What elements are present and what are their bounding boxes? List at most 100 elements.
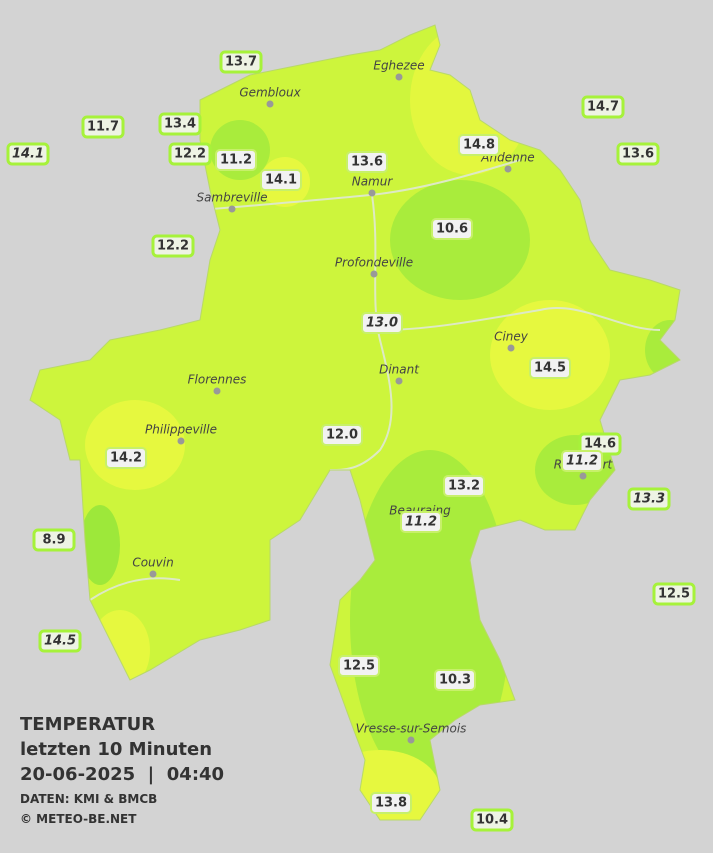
station: 10.4	[470, 808, 514, 832]
station-temperature: 13.0	[366, 316, 398, 331]
station-box	[260, 169, 302, 191]
station: 8.9	[32, 528, 76, 552]
station-box	[215, 149, 257, 171]
town-label: Profondeville	[335, 256, 413, 270]
station-temperature: 14.2	[110, 451, 142, 466]
station-box	[627, 487, 671, 511]
station-temperature: 13.6	[622, 147, 654, 162]
town-dot	[266, 100, 274, 108]
station-box	[400, 511, 442, 533]
station: 14.5	[529, 357, 571, 379]
station: 13.4	[158, 112, 202, 136]
legend: TEMPERATUR letzten 10 Minuten 20-06-2025…	[20, 714, 224, 826]
town-dot	[177, 437, 185, 445]
town-dot	[395, 73, 403, 81]
town-label: Namur	[352, 175, 394, 189]
station-box	[105, 447, 147, 469]
station: 13.6	[346, 151, 388, 173]
station-box	[458, 134, 500, 156]
station-box	[443, 475, 485, 497]
station-box	[370, 792, 412, 814]
station-temperature: 10.3	[439, 673, 471, 688]
town-dot	[395, 377, 403, 385]
station-temperature: 12.5	[343, 659, 375, 674]
station: 11.2	[215, 149, 257, 171]
station-temperature: 12.2	[157, 239, 189, 254]
station-box	[616, 142, 660, 166]
station-temperature: 12.0	[326, 428, 358, 443]
station-temperature: 11.2	[220, 153, 252, 168]
station-temperature: 12.2	[174, 147, 206, 162]
town-label: Couvin	[132, 556, 173, 570]
station-temperature: 11.7	[87, 120, 119, 135]
station: 13.0	[361, 312, 403, 334]
station-temperature: 10.6	[436, 222, 468, 237]
town-label: Gembloux	[239, 86, 301, 100]
station-temperature: 13.7	[225, 55, 257, 70]
station-temperature: 14.6	[584, 437, 616, 452]
town-dot	[370, 270, 378, 278]
station-box	[338, 655, 380, 677]
station-temperature: 11.2	[405, 515, 437, 530]
station-box	[561, 450, 603, 472]
town-dot	[504, 165, 512, 173]
station-box	[434, 669, 476, 691]
station: 13.3	[627, 487, 671, 511]
station: 14.8	[458, 134, 500, 156]
station-temperature: 14.1	[12, 147, 44, 162]
town-label: Florennes	[188, 373, 247, 387]
station-temperature: 14.1	[265, 173, 297, 188]
town-label: Ciney	[494, 330, 529, 344]
town-label: Vresse-sur-Semois	[356, 722, 467, 736]
station-box	[431, 218, 473, 240]
station-box	[168, 142, 212, 166]
station-temperature: 13.2	[448, 479, 480, 494]
station: 10.6	[431, 218, 473, 240]
station: 13.8	[370, 792, 412, 814]
station: 14.2	[105, 447, 147, 469]
station: 14.1	[6, 142, 50, 166]
station-temperature: 14.7	[587, 100, 619, 115]
station: 14.5	[38, 629, 82, 653]
station-temperature: 10.4	[476, 813, 508, 828]
station-box	[652, 582, 696, 606]
town-label: Eghezee	[373, 59, 424, 73]
station-box	[361, 312, 403, 334]
town-dot	[407, 736, 415, 744]
station: 13.7	[219, 50, 263, 74]
station: 12.2	[151, 234, 195, 258]
town-dot	[149, 570, 157, 578]
station-box	[219, 50, 263, 74]
station-temperature: 14.5	[44, 634, 76, 649]
station-temperature: 13.6	[351, 155, 383, 170]
station-box	[6, 142, 50, 166]
station-temperature: 12.5	[658, 587, 690, 602]
station-temperature: 14.8	[463, 138, 495, 153]
station-box	[346, 151, 388, 173]
station: 14.6	[578, 432, 622, 456]
station: 13.2	[443, 475, 485, 497]
town-label: Dinant	[379, 363, 420, 377]
town-label: Sambreville	[196, 191, 267, 205]
station-box	[321, 424, 363, 446]
legend-source: DATEN: KMI & BMCB	[20, 792, 157, 806]
legend-title: TEMPERATUR	[20, 714, 155, 735]
station: 13.6	[616, 142, 660, 166]
station-temperature: 14.5	[534, 361, 566, 376]
station: 12.5	[652, 582, 696, 606]
station-box	[581, 95, 625, 119]
station: 12.2	[168, 142, 212, 166]
town-dot	[368, 189, 376, 197]
station: 12.5	[338, 655, 380, 677]
station-box	[38, 629, 82, 653]
station: 11.2	[561, 450, 603, 472]
station-box	[32, 528, 76, 552]
town-dot	[507, 344, 515, 352]
station-box	[158, 112, 202, 136]
station-box	[529, 357, 571, 379]
station: 11.7	[81, 115, 125, 139]
town-label: Philippeville	[145, 423, 217, 437]
station: 14.7	[581, 95, 625, 119]
station: 10.3	[434, 669, 476, 691]
